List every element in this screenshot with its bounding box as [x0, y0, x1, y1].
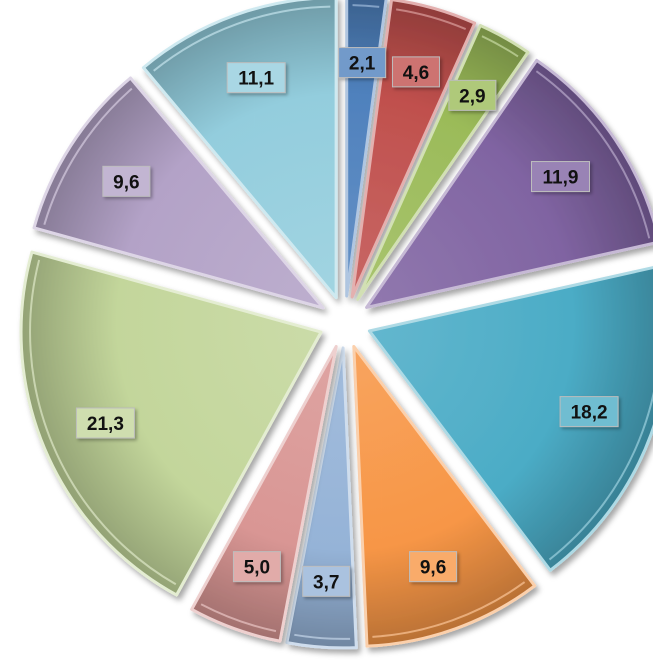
slice-value-label: 18,2: [571, 403, 608, 424]
slice-label-group: 2,9: [448, 79, 497, 111]
slice-value-label: 2,9: [459, 86, 485, 107]
slice-label-group: 9,6: [409, 551, 458, 583]
pie-slice: [190, 344, 338, 643]
pie-slice: [141, 0, 338, 300]
slice-value-label: 5,0: [244, 558, 270, 579]
slice-label-box: [409, 551, 458, 583]
pie-slice: [352, 344, 537, 648]
slice-value-label: 9,6: [420, 558, 446, 579]
slice-label-group: 4,6: [391, 56, 440, 88]
pie-slice-bevel: [294, 633, 351, 640]
slice-label-box: [559, 396, 619, 428]
pie-slice-bevel: [29, 259, 177, 586]
slice-label-box: [448, 79, 497, 111]
pie-slice-bevel: [535, 70, 651, 239]
slice-value-label: 3,7: [313, 572, 339, 593]
slice-label-group: 9,6: [102, 165, 151, 197]
slice-label-box: [102, 165, 151, 197]
slice-value-label: 21,3: [87, 414, 124, 435]
slice-label-box: [75, 407, 135, 439]
pie-slice-bevel: [200, 603, 277, 633]
slice-label-box: [302, 565, 351, 597]
pie-slice: [367, 266, 653, 572]
slice-label-group: 21,3: [75, 407, 135, 439]
slice-label-group: 2,1: [338, 47, 387, 79]
labels-layer: 2,1 4,6 2,9 11,9 18,2 9,6 3,7 5,0 21,3 9,6 11,1: [75, 47, 619, 597]
slice-label-group: 11,9: [530, 161, 590, 193]
slice-label-group: 5,0: [232, 551, 281, 583]
slice-value-label: 9,6: [113, 172, 139, 193]
slices-layer: [19, 0, 653, 650]
slice-label-box: [530, 161, 590, 193]
pie-slice: [19, 250, 323, 597]
slice-label-box: [232, 551, 281, 583]
pie-slice-bevel: [43, 87, 133, 225]
slice-label-box: [338, 47, 387, 79]
slice-value-label: 4,6: [403, 63, 429, 84]
slice-label-group: 3,7: [302, 565, 351, 597]
pie-slice-bevel: [372, 581, 526, 638]
slice-label-group: 18,2: [559, 396, 619, 428]
slice-value-label: 2,1: [349, 54, 376, 75]
pie-slice: [32, 76, 325, 310]
slice-label-box: [391, 56, 440, 88]
pie-slice-bevel: [352, 4, 380, 8]
slice-value-label: 11,9: [543, 168, 579, 189]
slice-value-label: 11,1: [238, 69, 274, 90]
slice-label-box: [226, 62, 286, 94]
pie-slice-bevel: [548, 391, 653, 561]
pie-slice-bevel: [395, 8, 467, 30]
slice-label-group: 11,1: [226, 62, 286, 94]
pie-slice: [365, 58, 653, 309]
pie-slice-bevel: [153, 5, 331, 72]
pie-slice-bevel: [481, 35, 519, 58]
